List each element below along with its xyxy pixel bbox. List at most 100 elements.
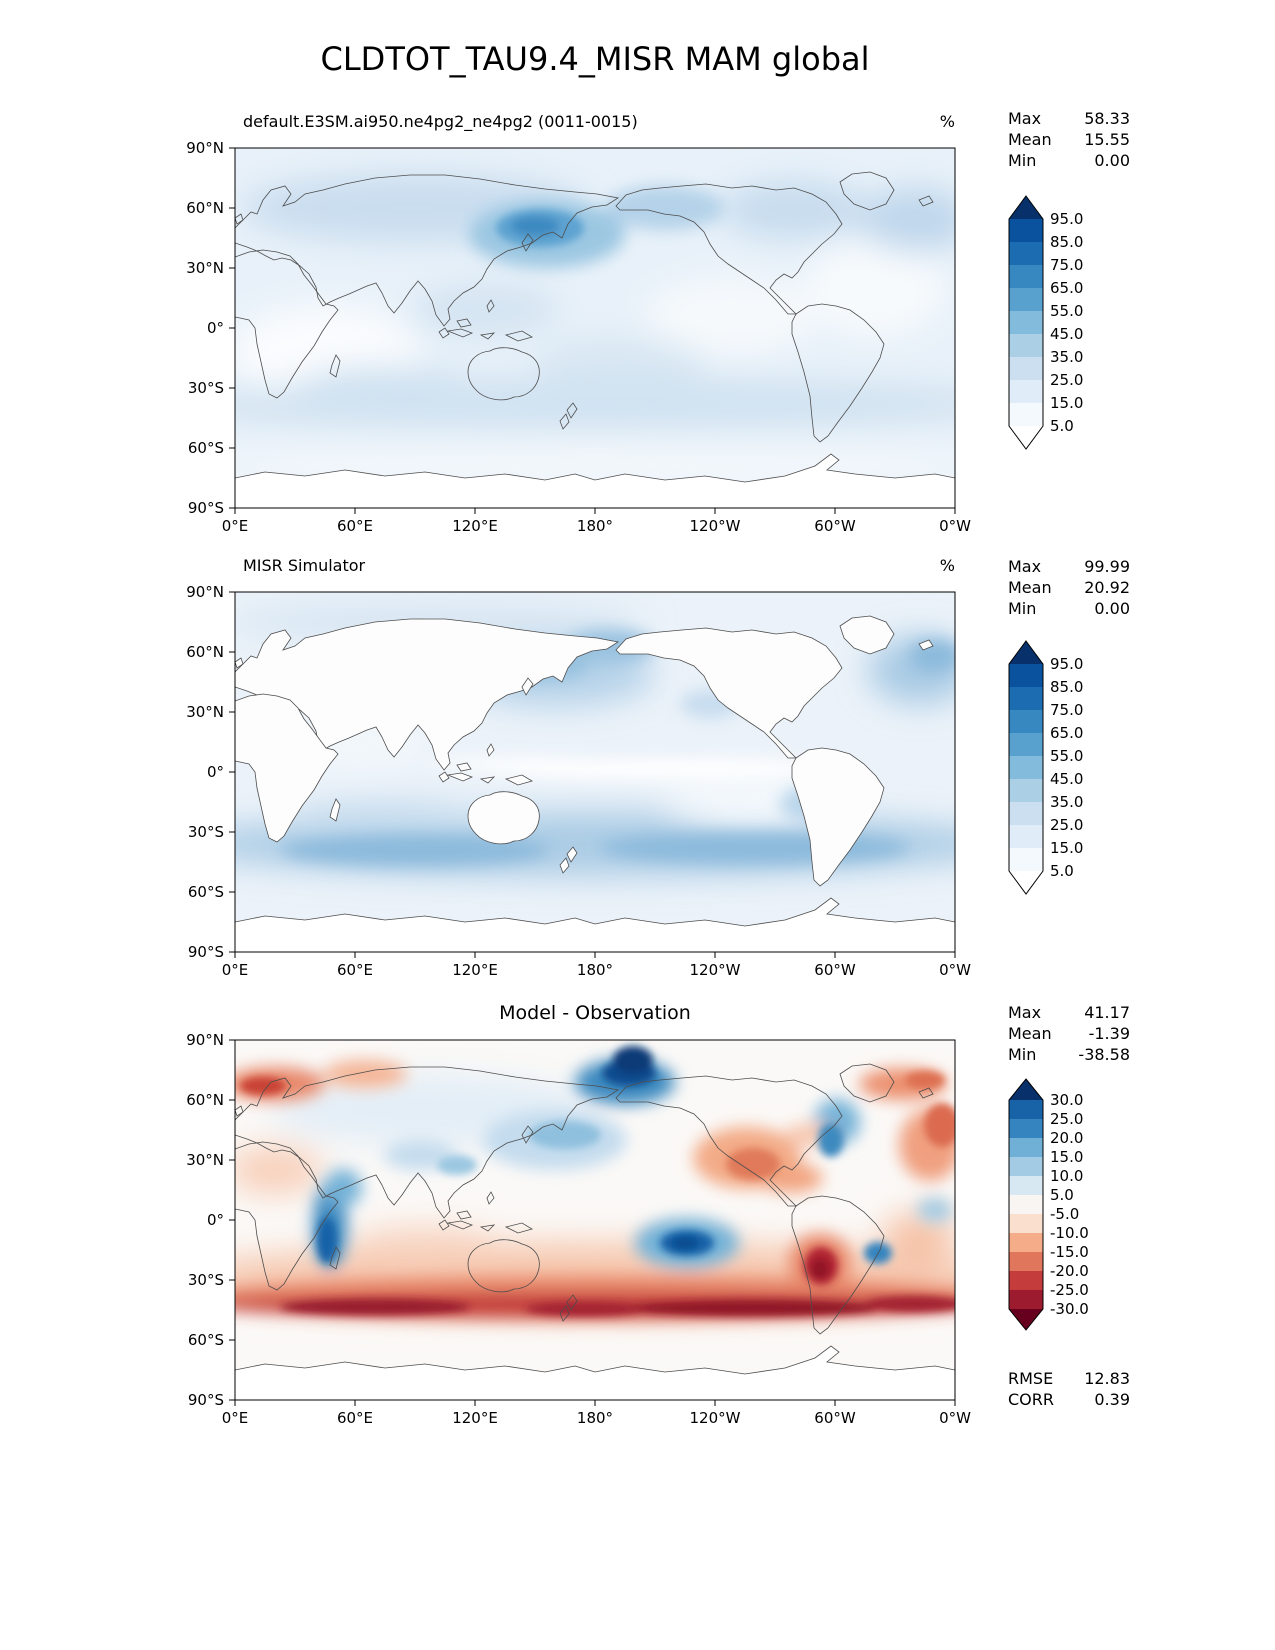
y-tick-label: 90°S — [187, 943, 224, 961]
stat-max-label: Max — [1008, 109, 1042, 128]
x-tick-label: 0°E — [221, 1409, 249, 1427]
x-tick-label: 0°E — [221, 517, 249, 535]
colorbar-tick-label: 35.0 — [1050, 348, 1084, 366]
x-tick-label: 60°E — [336, 1409, 374, 1427]
colorbar-tick-label: 85.0 — [1050, 233, 1084, 251]
colorbar-tick-label: 35.0 — [1050, 793, 1084, 811]
map-model — [229, 147, 956, 514]
stat-mean-label: Mean — [1008, 1024, 1052, 1043]
colorbar-tick-label: 20.0 — [1050, 1129, 1084, 1147]
y-tick-label: 60°S — [187, 439, 224, 457]
x-tick-label: 180° — [576, 517, 614, 535]
y-tick-label: 30°S — [187, 823, 224, 841]
x-tick-label: 0°W — [939, 1409, 971, 1427]
x-tick-label: 120°W — [689, 961, 741, 979]
y-tick-label: 0° — [206, 319, 224, 337]
rmse-value: 12.83 — [1084, 1369, 1130, 1388]
map-difference — [229, 1039, 956, 1406]
colorbar-tick-label: 15.0 — [1050, 394, 1084, 412]
stat-min-label: Min — [1008, 151, 1037, 170]
y-tick-label: 90°N — [186, 139, 224, 157]
x-tick-label: 0°W — [939, 517, 971, 535]
x-tick-label: 0°E — [221, 961, 249, 979]
colorbar-tick-label: 85.0 — [1050, 678, 1084, 696]
stat-mean-value: 20.92 — [1084, 578, 1130, 597]
colorbar-model — [1008, 195, 1044, 450]
x-tick-label: 60°W — [814, 1409, 856, 1427]
map-observation — [229, 591, 956, 958]
colorbar-tick-label: 5.0 — [1050, 417, 1074, 435]
stat-max-label: Max — [1008, 557, 1042, 576]
colorbar-tick-label: 15.0 — [1050, 1148, 1084, 1166]
y-tick-label: 60°N — [186, 199, 224, 217]
x-tick-label: 120°E — [452, 961, 498, 979]
colorbar-tick-label: 65.0 — [1050, 279, 1084, 297]
panel1-units-label: % — [939, 112, 955, 131]
x-tick-label: 60°W — [814, 961, 856, 979]
x-tick-label: 60°E — [336, 517, 374, 535]
stat-min-value: -38.58 — [1078, 1045, 1130, 1064]
colorbar-tick-label: 75.0 — [1050, 256, 1084, 274]
stat-min-label: Min — [1008, 599, 1037, 618]
metrics-block: RMSE 12.83 CORR 0.39 — [1008, 1368, 1130, 1410]
x-tick-label: 0°W — [939, 961, 971, 979]
axis-ticks — [229, 147, 956, 514]
stats-difference: Max 41.17 Mean -1.39 Min -38.58 — [1008, 1002, 1130, 1065]
x-tick-label: 180° — [576, 961, 614, 979]
panel2-subtitle: MISR Simulator — [243, 556, 366, 575]
colorbar-tick-label: 95.0 — [1050, 655, 1084, 673]
colorbar-tick-label: -5.0 — [1050, 1205, 1080, 1223]
y-tick-label: 30°N — [186, 259, 224, 277]
colorbar-tick-label: 25.0 — [1050, 371, 1084, 389]
y-tick-label: 30°N — [186, 703, 224, 721]
stat-mean-label: Mean — [1008, 578, 1052, 597]
colorbar-tick-label: -10.0 — [1050, 1224, 1089, 1242]
stat-max-value: 58.33 — [1084, 109, 1130, 128]
panel3-title: Model - Observation — [499, 1002, 691, 1024]
y-tick-label: 60°N — [186, 1091, 224, 1109]
y-tick-label: 90°S — [187, 1391, 224, 1409]
y-tick-label: 0° — [206, 1211, 224, 1229]
colorbar-tick-label: -20.0 — [1050, 1262, 1089, 1280]
y-tick-label: 30°N — [186, 1151, 224, 1169]
axis-ticks — [229, 591, 956, 958]
x-tick-label: 60°E — [336, 961, 374, 979]
y-tick-label: 30°S — [187, 379, 224, 397]
x-tick-label: 120°E — [452, 1409, 498, 1427]
y-tick-label: 90°N — [186, 1031, 224, 1049]
colorbar-tick-label: 75.0 — [1050, 701, 1084, 719]
stat-min-label: Min — [1008, 1045, 1037, 1064]
stat-mean-label: Mean — [1008, 130, 1052, 149]
corr-label: CORR — [1008, 1390, 1054, 1409]
colorbar-tick-label: 45.0 — [1050, 770, 1084, 788]
colorbar-tick-label: -15.0 — [1050, 1243, 1089, 1261]
y-tick-label: 90°S — [187, 499, 224, 517]
y-tick-label: 60°S — [187, 883, 224, 901]
colorbar-tick-label: -30.0 — [1050, 1300, 1089, 1318]
y-tick-label: 0° — [206, 763, 224, 781]
contour-fill-layer — [235, 148, 955, 508]
corr-value: 0.39 — [1094, 1390, 1130, 1409]
x-tick-label: 120°E — [452, 517, 498, 535]
colorbar-tick-label: 65.0 — [1050, 724, 1084, 742]
panel1-subtitle: default.E3SM.ai950.ne4pg2_ne4pg2 (0011-0… — [243, 112, 638, 131]
colorbar-tick-label: 45.0 — [1050, 325, 1084, 343]
colorbar-observation — [1008, 640, 1044, 895]
colorbar-tick-label: 95.0 — [1050, 210, 1084, 228]
x-tick-label: 120°W — [689, 1409, 741, 1427]
stats-observation: Max 99.99 Mean 20.92 Min 0.00 — [1008, 556, 1130, 619]
y-tick-label: 60°S — [187, 1331, 224, 1349]
stat-max-value: 41.17 — [1084, 1003, 1130, 1022]
contour-fill-layer — [235, 592, 955, 952]
colorbar-tick-label: 10.0 — [1050, 1167, 1084, 1185]
axis-ticks — [229, 1039, 956, 1406]
colorbar-tick-label: 5.0 — [1050, 1186, 1074, 1204]
stats-model: Max 58.33 Mean 15.55 Min 0.00 — [1008, 108, 1130, 171]
colorbar-difference — [1008, 1078, 1044, 1331]
colorbar-tick-label: 25.0 — [1050, 816, 1084, 834]
page-title: CLDTOT_TAU9.4_MISR MAM global — [320, 40, 870, 78]
y-tick-label: 90°N — [186, 583, 224, 601]
colorbar-tick-label: 25.0 — [1050, 1110, 1084, 1128]
stat-mean-value: -1.39 — [1088, 1024, 1130, 1043]
stat-max-label: Max — [1008, 1003, 1042, 1022]
